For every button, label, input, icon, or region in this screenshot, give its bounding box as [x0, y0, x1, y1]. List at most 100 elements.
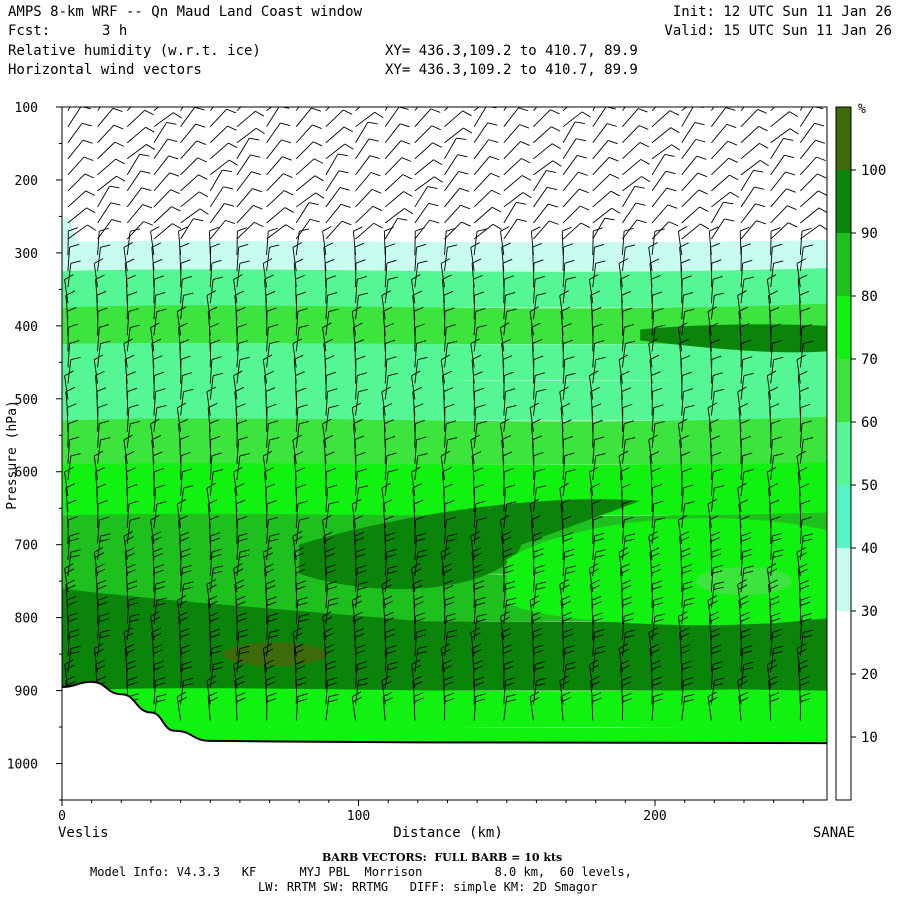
wind-barb — [740, 203, 766, 224]
wind-barb — [710, 242, 720, 272]
wind-barb — [325, 153, 348, 176]
wind-barb — [651, 154, 675, 176]
barb-feather — [269, 629, 280, 633]
wind-barb — [414, 532, 427, 561]
barb-feather — [209, 323, 219, 328]
barb-feather — [577, 154, 587, 159]
barb-feather — [502, 547, 513, 553]
barb-feather — [385, 628, 396, 633]
wind-barb — [592, 516, 603, 544]
wind-barb — [292, 338, 302, 368]
barb-feather — [194, 107, 205, 111]
barb-shaft — [681, 295, 684, 320]
wind-barb — [67, 122, 92, 144]
barb-shaft — [559, 584, 564, 609]
barb-feather — [253, 205, 263, 210]
barb-feather — [412, 483, 422, 489]
barb-feather — [565, 661, 576, 666]
barb-feather — [98, 618, 109, 623]
barb-shaft — [354, 536, 356, 561]
barb-shaft — [588, 471, 594, 496]
wind-barb — [176, 498, 187, 528]
barb-shaft — [766, 279, 772, 304]
wind-barb — [381, 579, 392, 609]
rh-90-upper-patch — [640, 324, 827, 353]
wind-barb — [562, 121, 586, 143]
barb-feather — [294, 552, 304, 558]
barb-shaft — [180, 140, 197, 160]
wind-barb — [562, 339, 574, 368]
barb-shaft — [651, 154, 666, 176]
barb-feather — [151, 435, 162, 441]
barb-feather — [681, 275, 692, 280]
wind-barb — [621, 579, 632, 609]
barb-feather — [648, 434, 658, 441]
wind-barb — [710, 355, 722, 384]
barb-feather — [413, 307, 424, 312]
wind-barb — [153, 660, 164, 689]
barb-shaft — [710, 201, 724, 224]
wind-barb — [322, 226, 332, 256]
barb-feather — [753, 169, 764, 173]
barb-shaft — [533, 487, 537, 512]
barb-feather — [69, 243, 80, 248]
wind-barb — [740, 339, 751, 368]
barb-feather — [473, 467, 483, 473]
barb-shaft — [153, 487, 157, 512]
barb-feather — [125, 648, 135, 655]
barb-feather — [213, 276, 224, 280]
barb-feather — [150, 226, 160, 232]
wind-barb — [265, 291, 276, 320]
barb-feather — [210, 339, 221, 344]
barb-feather — [442, 370, 452, 377]
barb-feather — [128, 596, 139, 601]
barb-feather — [739, 515, 750, 521]
barb-feather — [413, 595, 424, 601]
barb-feather — [625, 340, 636, 345]
barb-feather — [282, 156, 292, 161]
wind-barb — [295, 228, 309, 256]
barb-shaft — [355, 391, 359, 416]
barb-shaft — [681, 391, 684, 416]
barb-feather — [502, 451, 513, 457]
forecast-value: 3 h — [102, 23, 128, 39]
wind-barb — [470, 242, 480, 272]
barb-feather — [237, 419, 247, 425]
barb-shaft — [681, 107, 694, 127]
barb-feather — [65, 664, 75, 671]
barb-feather — [529, 691, 540, 698]
barb-feather — [443, 387, 454, 392]
barb-feather — [208, 600, 218, 606]
wind-barb — [414, 108, 441, 127]
barb-feather — [413, 692, 424, 697]
barb-feather — [474, 291, 485, 296]
barb-feather — [264, 568, 275, 574]
wind-barb — [651, 170, 676, 192]
wind-barb — [769, 307, 780, 336]
barb-feather — [767, 370, 777, 377]
barb-feather — [504, 468, 514, 473]
wind-barb — [503, 468, 514, 496]
barb-feather — [772, 629, 783, 633]
barb-feather — [562, 323, 572, 328]
wind-barb — [97, 107, 123, 127]
barb-feather — [711, 355, 722, 360]
wind-barb — [180, 451, 191, 480]
wind-barb — [413, 692, 424, 721]
barb-feather — [622, 403, 633, 409]
barb-feather — [237, 323, 247, 328]
barb-shaft — [209, 203, 225, 224]
wind-barb — [770, 532, 783, 561]
barb-shaft — [206, 295, 211, 320]
barb-shaft — [592, 140, 609, 160]
wind-barb — [126, 324, 140, 352]
physics-info-line: LW: RRTM SW: RRTMG DIFF: simple KM: 2D S… — [258, 880, 598, 894]
barb-feather — [295, 563, 305, 569]
barb-shaft — [533, 170, 547, 192]
barb-shaft — [351, 504, 356, 528]
barb-shaft — [770, 455, 775, 480]
barb-shaft — [621, 391, 623, 416]
barb-shaft — [470, 439, 475, 464]
barb-feather — [213, 372, 224, 377]
wind-barb — [209, 203, 235, 224]
